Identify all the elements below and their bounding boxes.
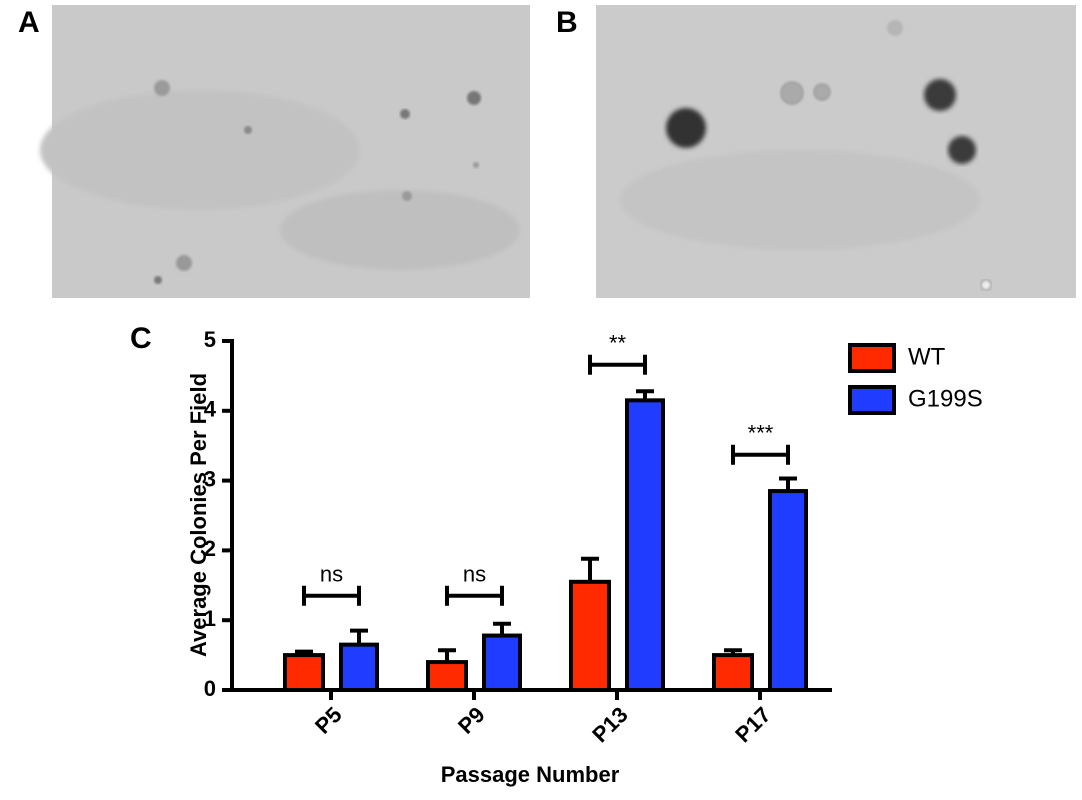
- micrograph-a: [40, 5, 530, 298]
- y-axis-label: Average Colonies Per Field: [186, 373, 211, 657]
- y-tick-label: 0: [204, 676, 216, 701]
- y-tick-label: 4: [204, 397, 217, 422]
- bar: [339, 642, 379, 693]
- legend-label: G199S: [908, 385, 983, 412]
- panel-label: A: [18, 6, 40, 39]
- bar: [283, 653, 325, 692]
- significance-label: ***: [748, 421, 774, 446]
- y-tick-label: 2: [204, 536, 216, 561]
- panel-label: C: [130, 322, 152, 355]
- bar: [712, 653, 754, 692]
- panel-label: B: [556, 6, 578, 39]
- y-tick-label: 5: [204, 327, 216, 352]
- y-tick-label: 1: [204, 606, 216, 631]
- bar: [569, 579, 611, 692]
- bar: [482, 633, 522, 693]
- x-axis-label: Passage Number: [441, 762, 620, 787]
- x-tick-label: P13: [587, 702, 632, 747]
- legend-swatch: [848, 385, 896, 415]
- x-tick-label: P17: [730, 702, 775, 747]
- legend-label: WT: [908, 343, 946, 370]
- bar: [625, 398, 665, 692]
- significance-label: ns: [320, 562, 343, 587]
- bar: [426, 660, 468, 693]
- significance-label: **: [609, 331, 627, 356]
- significance-label: ns: [463, 562, 486, 587]
- y-tick-label: 3: [204, 466, 216, 491]
- x-tick-label: P5: [310, 702, 347, 739]
- micrograph-b: [596, 5, 1076, 298]
- bar: [768, 489, 808, 692]
- x-tick-label: P9: [453, 702, 490, 739]
- legend-swatch: [848, 343, 896, 373]
